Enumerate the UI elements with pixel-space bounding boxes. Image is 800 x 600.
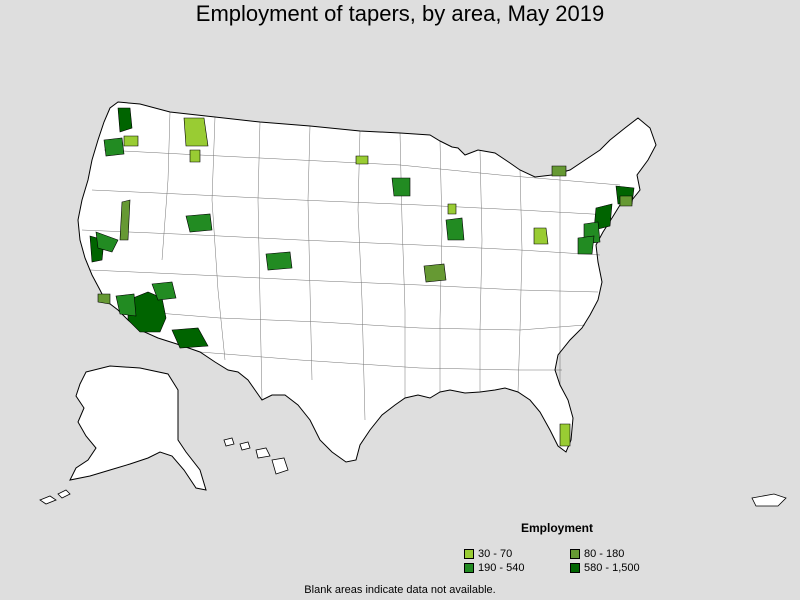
map-title: Employment of tapers, by area, May 2019 [195, 1, 605, 26]
legend-item-30-70: 30 - 70 [464, 547, 512, 560]
legend-label: 190 - 540 [478, 561, 525, 574]
employment-areas [89, 107, 635, 447]
contiguous-us-land [77, 101, 657, 463]
area-providence [619, 195, 633, 207]
area-bismarck [355, 155, 369, 165]
area-madison [447, 203, 457, 215]
legend-label: 80 - 180 [584, 547, 625, 560]
area-eugene [123, 135, 139, 147]
puerto-rico-land [751, 493, 787, 507]
area-denver [265, 251, 293, 271]
area-miami [559, 423, 571, 447]
area-sacramento [95, 231, 119, 253]
area-tucson [171, 327, 209, 349]
area-reno [119, 199, 131, 241]
legend-label: 30 - 70 [478, 547, 513, 560]
area-chicago [445, 217, 465, 241]
legend-item-580-1500: 580 - 1,500 [570, 561, 640, 574]
legend-item-190-540: 190 - 540 [464, 561, 524, 574]
legend-title: Employment [521, 521, 594, 535]
legend-swatch [464, 562, 474, 573]
area-las-vegas [151, 281, 177, 301]
legend-item-80-180: 80 - 180 [570, 547, 624, 560]
legend-label: 580 - 1,500 [584, 561, 640, 574]
footnote: Blank areas indicate data not available. [304, 584, 496, 596]
area-boise [189, 149, 201, 163]
area-spokane [183, 117, 209, 147]
area-san-diego [97, 293, 111, 305]
area-st-louis [423, 263, 447, 283]
area-seattle [117, 107, 133, 133]
area-minneapolis [391, 177, 411, 197]
legend-swatch [464, 548, 474, 559]
hawaii-land [223, 437, 289, 475]
area-hartford [551, 165, 567, 177]
legend-swatch [570, 562, 580, 573]
alaska-land [69, 365, 207, 491]
area-columbus [533, 227, 549, 245]
area-phoenix [127, 291, 167, 333]
area-baltimore-dc [577, 235, 595, 255]
area-salt-lake [185, 213, 213, 233]
alaska-islands [39, 489, 71, 505]
area-portland [103, 137, 125, 157]
area-boundaries [81, 111, 621, 421]
legend-swatch [570, 548, 580, 559]
area-los-angeles [115, 293, 137, 317]
